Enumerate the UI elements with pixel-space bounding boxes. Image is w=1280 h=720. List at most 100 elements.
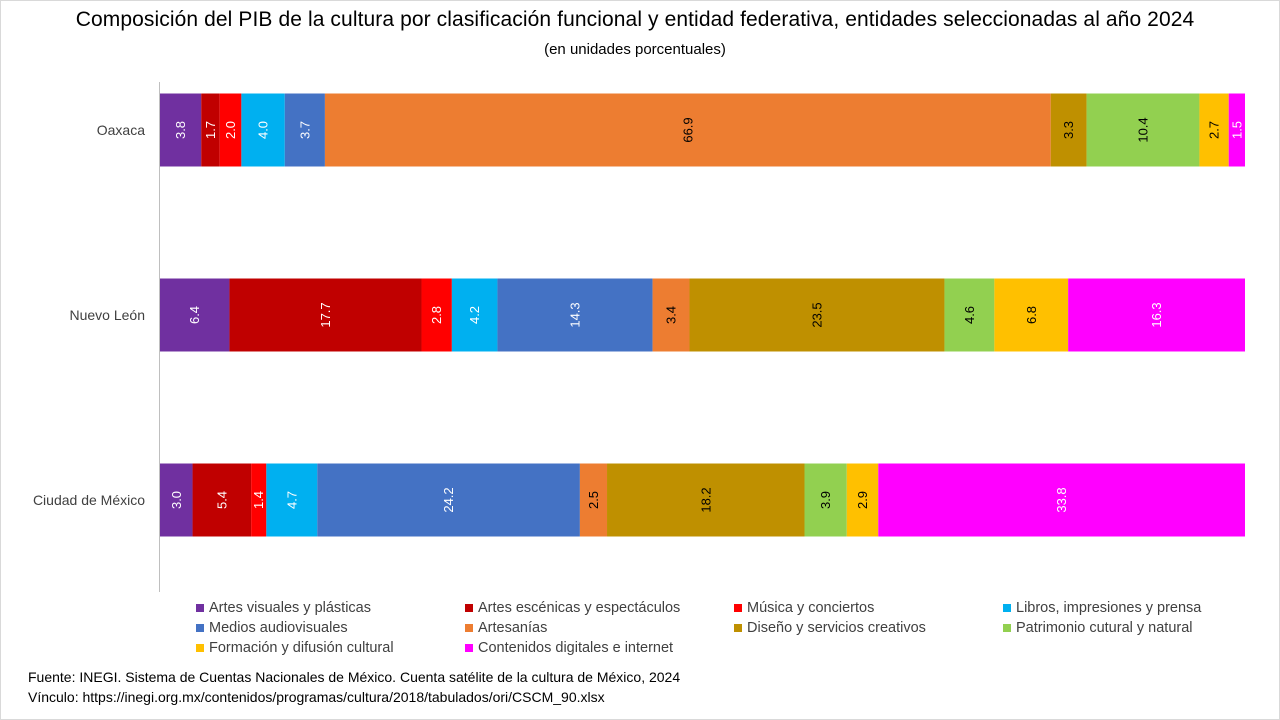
legend-label: Contenidos digitales e internet: [478, 639, 674, 656]
bar-segment: [1050, 93, 1087, 167]
data-label: 6.8: [1024, 306, 1039, 324]
bar-segment: [1086, 93, 1200, 167]
data-label: 14.3: [568, 302, 583, 327]
legend-label: Patrimonio cutural y natural: [1016, 619, 1193, 636]
bar-segment: [160, 278, 230, 352]
legend-item: Medios audiovisuales: [196, 618, 465, 637]
chart-title: Composición del PIB de la cultura por cl…: [75, 8, 1195, 31]
bar-segment: [284, 93, 325, 167]
data-label: 3.8: [173, 121, 188, 139]
data-label: 3.7: [297, 121, 312, 139]
bar-segment: [1199, 93, 1229, 167]
source-note: Fuente: INEGI. Sistema de Cuentas Nacion…: [28, 667, 680, 707]
bar-segment: [201, 93, 220, 167]
legend-swatch: [734, 623, 742, 632]
data-label: 3.9: [818, 491, 833, 509]
legend: Artes visuales y plásticas Artes escénica…: [196, 598, 1266, 657]
legend-label: Diseño y servicios creativos: [747, 619, 926, 636]
bar-segment: [579, 463, 608, 537]
legend-swatch: [1003, 603, 1011, 612]
data-label: 33.8: [1054, 487, 1069, 512]
legend-swatch: [196, 603, 204, 612]
bar-segment: [317, 463, 580, 537]
bar-segment: [689, 278, 945, 352]
legend-item: Contenidos digitales e internet: [465, 638, 734, 657]
chart-subtitle: (en unidades porcentuales): [544, 41, 726, 58]
source-link: Vínculo: https://inegi.org.mx/contenidos…: [28, 689, 605, 705]
data-label: 4.0: [256, 121, 271, 139]
legend-swatch: [465, 643, 473, 652]
data-label: 66.9: [680, 117, 695, 142]
data-label: 2.9: [855, 491, 870, 509]
bar-segment: [944, 278, 995, 352]
data-label: 5.4: [214, 491, 229, 509]
legend-swatch: [465, 603, 473, 612]
legend-swatch: [465, 623, 473, 632]
legend-item: Música y conciertos: [734, 598, 1003, 617]
data-label: 24.2: [441, 487, 456, 512]
data-label: 16.3: [1149, 302, 1164, 327]
legend-item: Artes visuales y plásticas: [196, 598, 465, 617]
bar-segment: [1228, 93, 1245, 167]
legend-swatch: [196, 623, 204, 632]
data-label: 1.5: [1229, 121, 1244, 139]
bar-segment: [994, 278, 1069, 352]
data-label: 3.0: [169, 491, 184, 509]
legend-item: Artes escénicas y espectáculos: [465, 598, 734, 617]
category-label: Ciudad de México: [33, 492, 145, 508]
bar-segment: [878, 463, 1245, 537]
bar-segment: [251, 463, 267, 537]
bar-segment: [421, 278, 452, 352]
bar-segment: [607, 463, 805, 537]
bar-segment: [324, 93, 1051, 167]
bar-segment: [219, 93, 242, 167]
bar-segment: [241, 93, 285, 167]
legend-label: Medios audiovisuales: [209, 619, 348, 636]
data-label: 2.7: [1207, 121, 1222, 139]
data-label: 1.7: [203, 121, 218, 139]
legend-label: Artesanías: [478, 619, 548, 636]
bar-segment: [192, 463, 252, 537]
legend-label: Artes escénicas y espectáculos: [478, 599, 681, 616]
legend-label: Artes visuales y plásticas: [209, 599, 371, 616]
legend-label: Libros, impresiones y prensa: [1016, 599, 1202, 616]
bar-segment: [652, 278, 690, 352]
data-label: 18.2: [698, 487, 713, 512]
data-label: 2.0: [223, 121, 238, 139]
data-label: 23.5: [810, 302, 825, 327]
bar-segment: [804, 463, 847, 537]
data-label: 10.4: [1136, 117, 1151, 142]
bar-segment: [229, 278, 422, 352]
legend-item: Formación y difusión cultural: [196, 638, 465, 657]
bar-segment: [160, 463, 193, 537]
category-label: Oaxaca: [97, 122, 145, 138]
data-label: 17.7: [318, 302, 333, 327]
data-label: 4.6: [962, 306, 977, 324]
data-label: 4.7: [284, 491, 299, 509]
legend-item: Patrimonio cutural y natural: [1003, 618, 1272, 637]
legend-label: Música y conciertos: [747, 599, 875, 616]
data-label: 2.5: [586, 491, 601, 509]
legend-swatch: [734, 603, 742, 612]
bar-segment: [160, 93, 202, 167]
data-label: 6.4: [187, 306, 202, 324]
category-label: Nuevo León: [69, 307, 145, 323]
data-label: 3.3: [1061, 121, 1076, 139]
data-label: 1.4: [251, 491, 266, 509]
data-label: 2.8: [429, 306, 444, 324]
bar-segment: [846, 463, 879, 537]
source-text: Fuente: INEGI. Sistema de Cuentas Nacion…: [28, 669, 681, 685]
legend-swatch: [196, 643, 204, 652]
legend-swatch: [1003, 623, 1011, 632]
bar-segment: [497, 278, 653, 352]
plot-area: Oaxaca 3.8 1.7 2.0 4.0 3.7 66.9 3.3 10.4 2.7 1.5 Nu…: [33, 82, 1245, 592]
data-label: 3.4: [664, 306, 679, 324]
legend-item: Artesanías: [465, 618, 734, 637]
bar-segment: [1068, 278, 1245, 352]
bar-segment: [451, 278, 498, 352]
bar-segment: [266, 463, 318, 537]
legend-item: Libros, impresiones y prensa: [1003, 598, 1272, 617]
legend-label: Formación y difusión cultural: [209, 639, 394, 656]
legend-item: Diseño y servicios creativos: [734, 618, 1003, 637]
data-label: 4.2: [467, 306, 482, 324]
